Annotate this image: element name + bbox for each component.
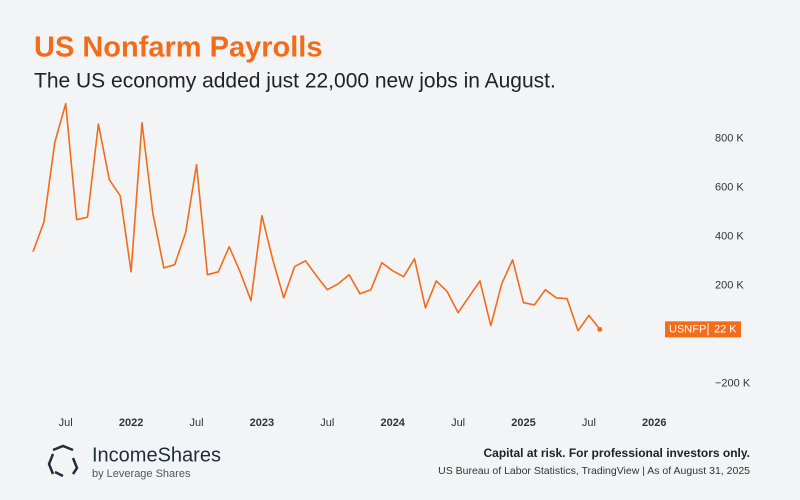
x-tick-label: 2024 bbox=[380, 417, 405, 429]
y-tick-label: 400 K bbox=[715, 231, 744, 243]
x-tick-label: Jul bbox=[320, 417, 334, 429]
line bbox=[32, 102, 601, 332]
disclaimer: Capital at risk. For professional invest… bbox=[483, 446, 750, 460]
y-tick-label: 800 K bbox=[715, 133, 744, 145]
chart-title: US Nonfarm Payrolls bbox=[34, 32, 322, 64]
x-tick-label: Jul bbox=[582, 417, 596, 429]
x-tick-label: Jul bbox=[59, 417, 73, 429]
x-tick-label: 2023 bbox=[250, 417, 274, 429]
x-tick-label: 2026 bbox=[642, 417, 666, 429]
chart-subtitle: The US economy added just 22,000 new job… bbox=[34, 70, 556, 93]
x-tick-label: Jul bbox=[189, 417, 203, 429]
end-value-label: 22 K bbox=[714, 323, 737, 335]
y-tick-label: −200 K bbox=[715, 378, 751, 390]
y-tick-label: 600 K bbox=[715, 182, 744, 194]
end-label-box bbox=[665, 321, 741, 338]
x-tick-label: Jul bbox=[451, 417, 465, 429]
series-name: USNFP bbox=[669, 323, 706, 335]
y-tick-label: 200 K bbox=[715, 280, 744, 292]
x-tick-label: 2025 bbox=[511, 417, 535, 429]
source: US Bureau of Labor Statistics, TradingVi… bbox=[438, 465, 750, 477]
brand: IncomeShares bbox=[92, 444, 221, 466]
x-tick-label: 2022 bbox=[119, 417, 143, 429]
logo-icon bbox=[47, 444, 79, 478]
brand-sub: by Leverage Shares bbox=[92, 468, 191, 480]
last-point bbox=[597, 326, 603, 332]
